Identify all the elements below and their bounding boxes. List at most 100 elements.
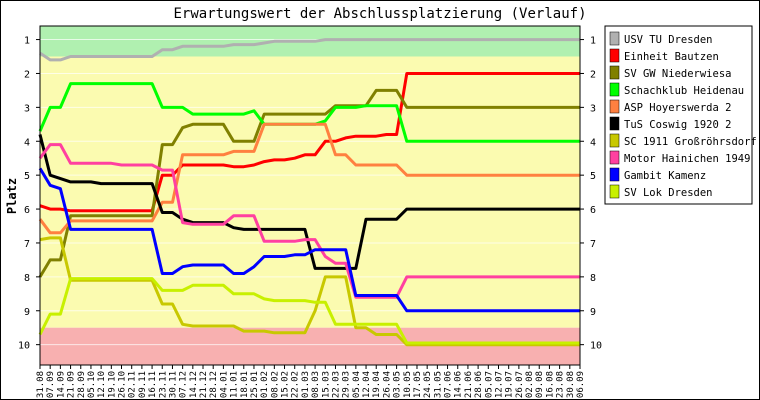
y-tick-label: 9 — [24, 307, 30, 318]
series-line-8 — [38, 167, 580, 313]
series-line-2 — [38, 88, 580, 278]
legend-entry: SC 1911 Großröhrsdorf — [624, 136, 757, 148]
x-tick-label: 24.05 — [423, 371, 433, 398]
legend-entry: Gambit Kamenz — [624, 170, 706, 182]
series-line-6 — [39, 236, 580, 347]
x-tick-label: 21.09 — [67, 371, 77, 398]
x-tick-label: 26.07 — [515, 371, 525, 398]
y-tick-label: 3 — [24, 103, 30, 114]
x-tick-label: 28.12 — [209, 371, 219, 398]
x-tick-label: 10.05 — [403, 371, 413, 398]
x-tick-label: 12.04 — [362, 371, 372, 398]
x-tick-label: 17.05 — [413, 371, 423, 398]
x-tick-label: 05.04 — [352, 371, 362, 398]
x-tick-label: 19.04 — [372, 371, 382, 398]
y-tick-label-right: 2 — [590, 69, 596, 80]
series-line-1 — [39, 72, 580, 213]
x-tick-label: 09.08 — [535, 371, 545, 398]
x-tick-label: 05.10 — [87, 371, 97, 398]
x-tick-label: 08.02 — [270, 371, 280, 398]
x-tick-label: 03.05 — [393, 371, 403, 398]
chart-title: Erwartungswert der Abschlussplatzierung … — [173, 6, 586, 22]
y-tick-label-right: 10 — [590, 341, 602, 352]
series-line-0 — [39, 38, 580, 62]
series-line-5 — [38, 134, 580, 270]
x-tick-label: 21.06 — [464, 371, 474, 398]
series-line-4 — [38, 122, 580, 235]
x-tick-label: 01.02 — [260, 371, 270, 398]
plot-bands — [40, 26, 580, 365]
y-axis-label: Platz — [5, 178, 19, 214]
y-tick-label-right: 1 — [590, 36, 596, 47]
legend-swatch — [609, 150, 620, 165]
y-tick-label: 1 — [24, 36, 30, 47]
x-tick-label: 26.04 — [382, 371, 392, 398]
x-tick-label: 23.08 — [556, 371, 566, 398]
legend-entry: Schachklub Heidenau — [624, 85, 744, 97]
x-tick-label: 31.05 — [433, 371, 443, 398]
legend-swatch — [609, 184, 620, 199]
y-tick-label: 4 — [24, 137, 30, 148]
x-tick-label: 01.03 — [301, 371, 311, 398]
legend-entry: SV GW Niederwiesa — [624, 68, 731, 80]
legend-swatch — [609, 48, 620, 63]
y-tick-label-right: 3 — [590, 103, 596, 114]
x-tick-label: 14.12 — [189, 371, 199, 398]
x-tick-label: 25.01 — [250, 371, 260, 398]
x-tick-label: 28.06 — [474, 371, 484, 398]
x-tick-label: 12.07 — [495, 371, 505, 398]
y-tick-label-right: 4 — [590, 137, 596, 148]
x-tick-label: 09.11 — [138, 371, 148, 398]
legend-entry: TuS Coswig 1920 2 — [624, 119, 731, 131]
y-tick-label: 6 — [24, 205, 30, 216]
legend-swatch — [609, 133, 620, 148]
y-tick-label: 10 — [18, 341, 30, 352]
x-tick-label: 15.03 — [321, 371, 331, 398]
legend-swatch — [609, 31, 620, 46]
legend-swatch — [609, 116, 620, 131]
x-tick-label: 06.09 — [576, 371, 586, 398]
legend: USV TU Dresden Einheit Bautzen SV GW Niede… — [604, 25, 757, 205]
x-tick-label: 08.03 — [311, 371, 321, 398]
legend-box — [604, 25, 753, 205]
x-tick-label: 12.10 — [97, 371, 107, 398]
band-1 — [40, 56, 580, 328]
x-tick-label: 23.11 — [158, 371, 168, 398]
y-tick-label-right: 7 — [590, 239, 596, 250]
x-tick-label: 04.01 — [219, 371, 229, 398]
legend-entry: USV TU Dresden — [624, 34, 713, 46]
y-tick-label-right: 9 — [590, 307, 596, 318]
y-tick-label-right: 8 — [590, 273, 596, 284]
y-tick-label-right: 6 — [590, 205, 596, 216]
x-tick-label: 11.01 — [230, 371, 240, 398]
x-tick-label: 16.11 — [148, 371, 158, 398]
x-tick-label: 05.07 — [484, 371, 494, 398]
x-tick-label: 02.08 — [525, 371, 535, 398]
y-tick-label: 8 — [24, 273, 30, 284]
x-tick-label: 19.07 — [505, 371, 515, 398]
x-tick-label: 22.03 — [332, 371, 342, 398]
legend-entry: Motor Hainichen 1949 — [624, 153, 750, 165]
x-tick-label: 16.08 — [545, 371, 555, 398]
x-tick-label: 14.06 — [454, 371, 464, 398]
x-tick-label: 30.08 — [566, 371, 576, 398]
series-line-9 — [38, 277, 580, 345]
x-tick-label: 31.08 — [36, 371, 46, 398]
legend-entry: Einheit Bautzen — [624, 51, 719, 63]
x-tick-label: 18.01 — [240, 371, 250, 398]
x-tick-label: 26.10 — [118, 371, 128, 398]
x-tick-label: 07.12 — [179, 371, 189, 398]
y-tick-label: 2 — [24, 69, 30, 80]
x-tick-label: 30.11 — [169, 371, 179, 398]
plot-frame — [39, 25, 581, 366]
x-tick-label: 15.02 — [281, 371, 291, 398]
series-lines — [38, 38, 580, 347]
x-tick-label: 07.06 — [444, 371, 454, 398]
x-tick-label: 19.10 — [107, 371, 117, 398]
x-tick-label: 28.09 — [77, 371, 87, 398]
band-2 — [40, 327, 580, 365]
y-tick-label-right: 5 — [590, 171, 596, 182]
legend-swatch — [609, 99, 620, 114]
x-axis: 31.08 07.09 14.09 21.09 28.09 05.10 12.10 19.10… — [36, 365, 586, 398]
